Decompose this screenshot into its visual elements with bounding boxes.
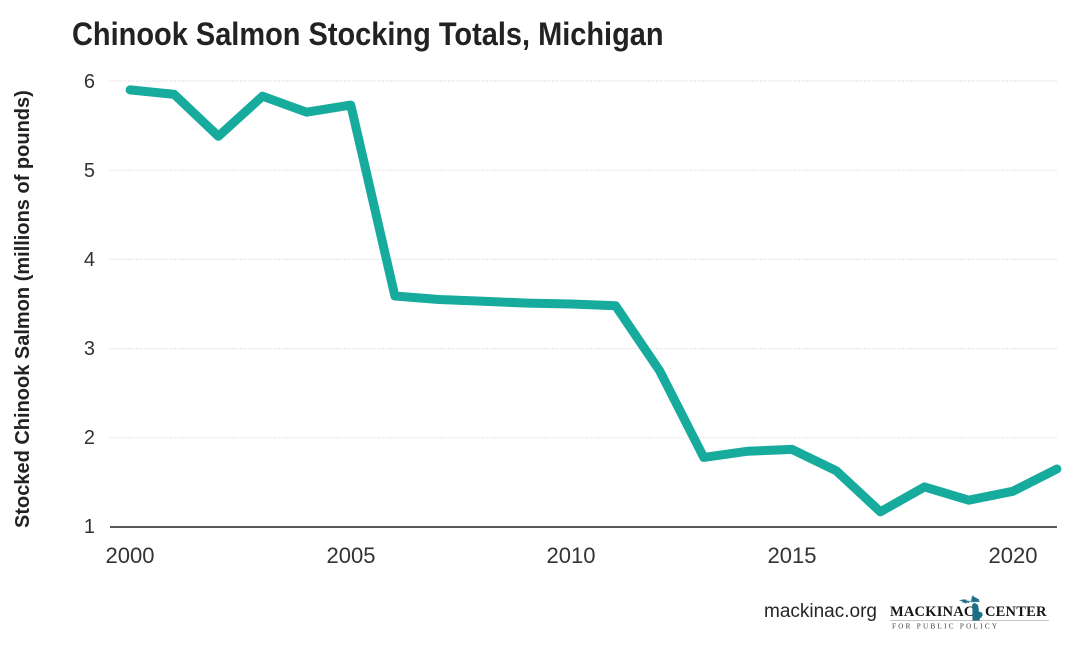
svg-text:2010: 2010 bbox=[547, 543, 596, 568]
svg-text:1: 1 bbox=[84, 516, 95, 538]
svg-text:2: 2 bbox=[84, 427, 95, 449]
svg-text:3: 3 bbox=[84, 338, 95, 360]
svg-text:CENTER: CENTER bbox=[985, 604, 1047, 620]
svg-text:2015: 2015 bbox=[768, 543, 817, 568]
svg-text:5: 5 bbox=[84, 160, 95, 182]
svg-text:2020: 2020 bbox=[989, 543, 1038, 568]
svg-text:6: 6 bbox=[84, 71, 95, 93]
svg-text:2000: 2000 bbox=[106, 543, 155, 568]
svg-text:2005: 2005 bbox=[327, 543, 376, 568]
svg-text:MACKINAC: MACKINAC bbox=[890, 604, 975, 620]
svg-text:FOR PUBLIC POLICY: FOR PUBLIC POLICY bbox=[892, 623, 999, 631]
svg-text:4: 4 bbox=[84, 249, 95, 271]
